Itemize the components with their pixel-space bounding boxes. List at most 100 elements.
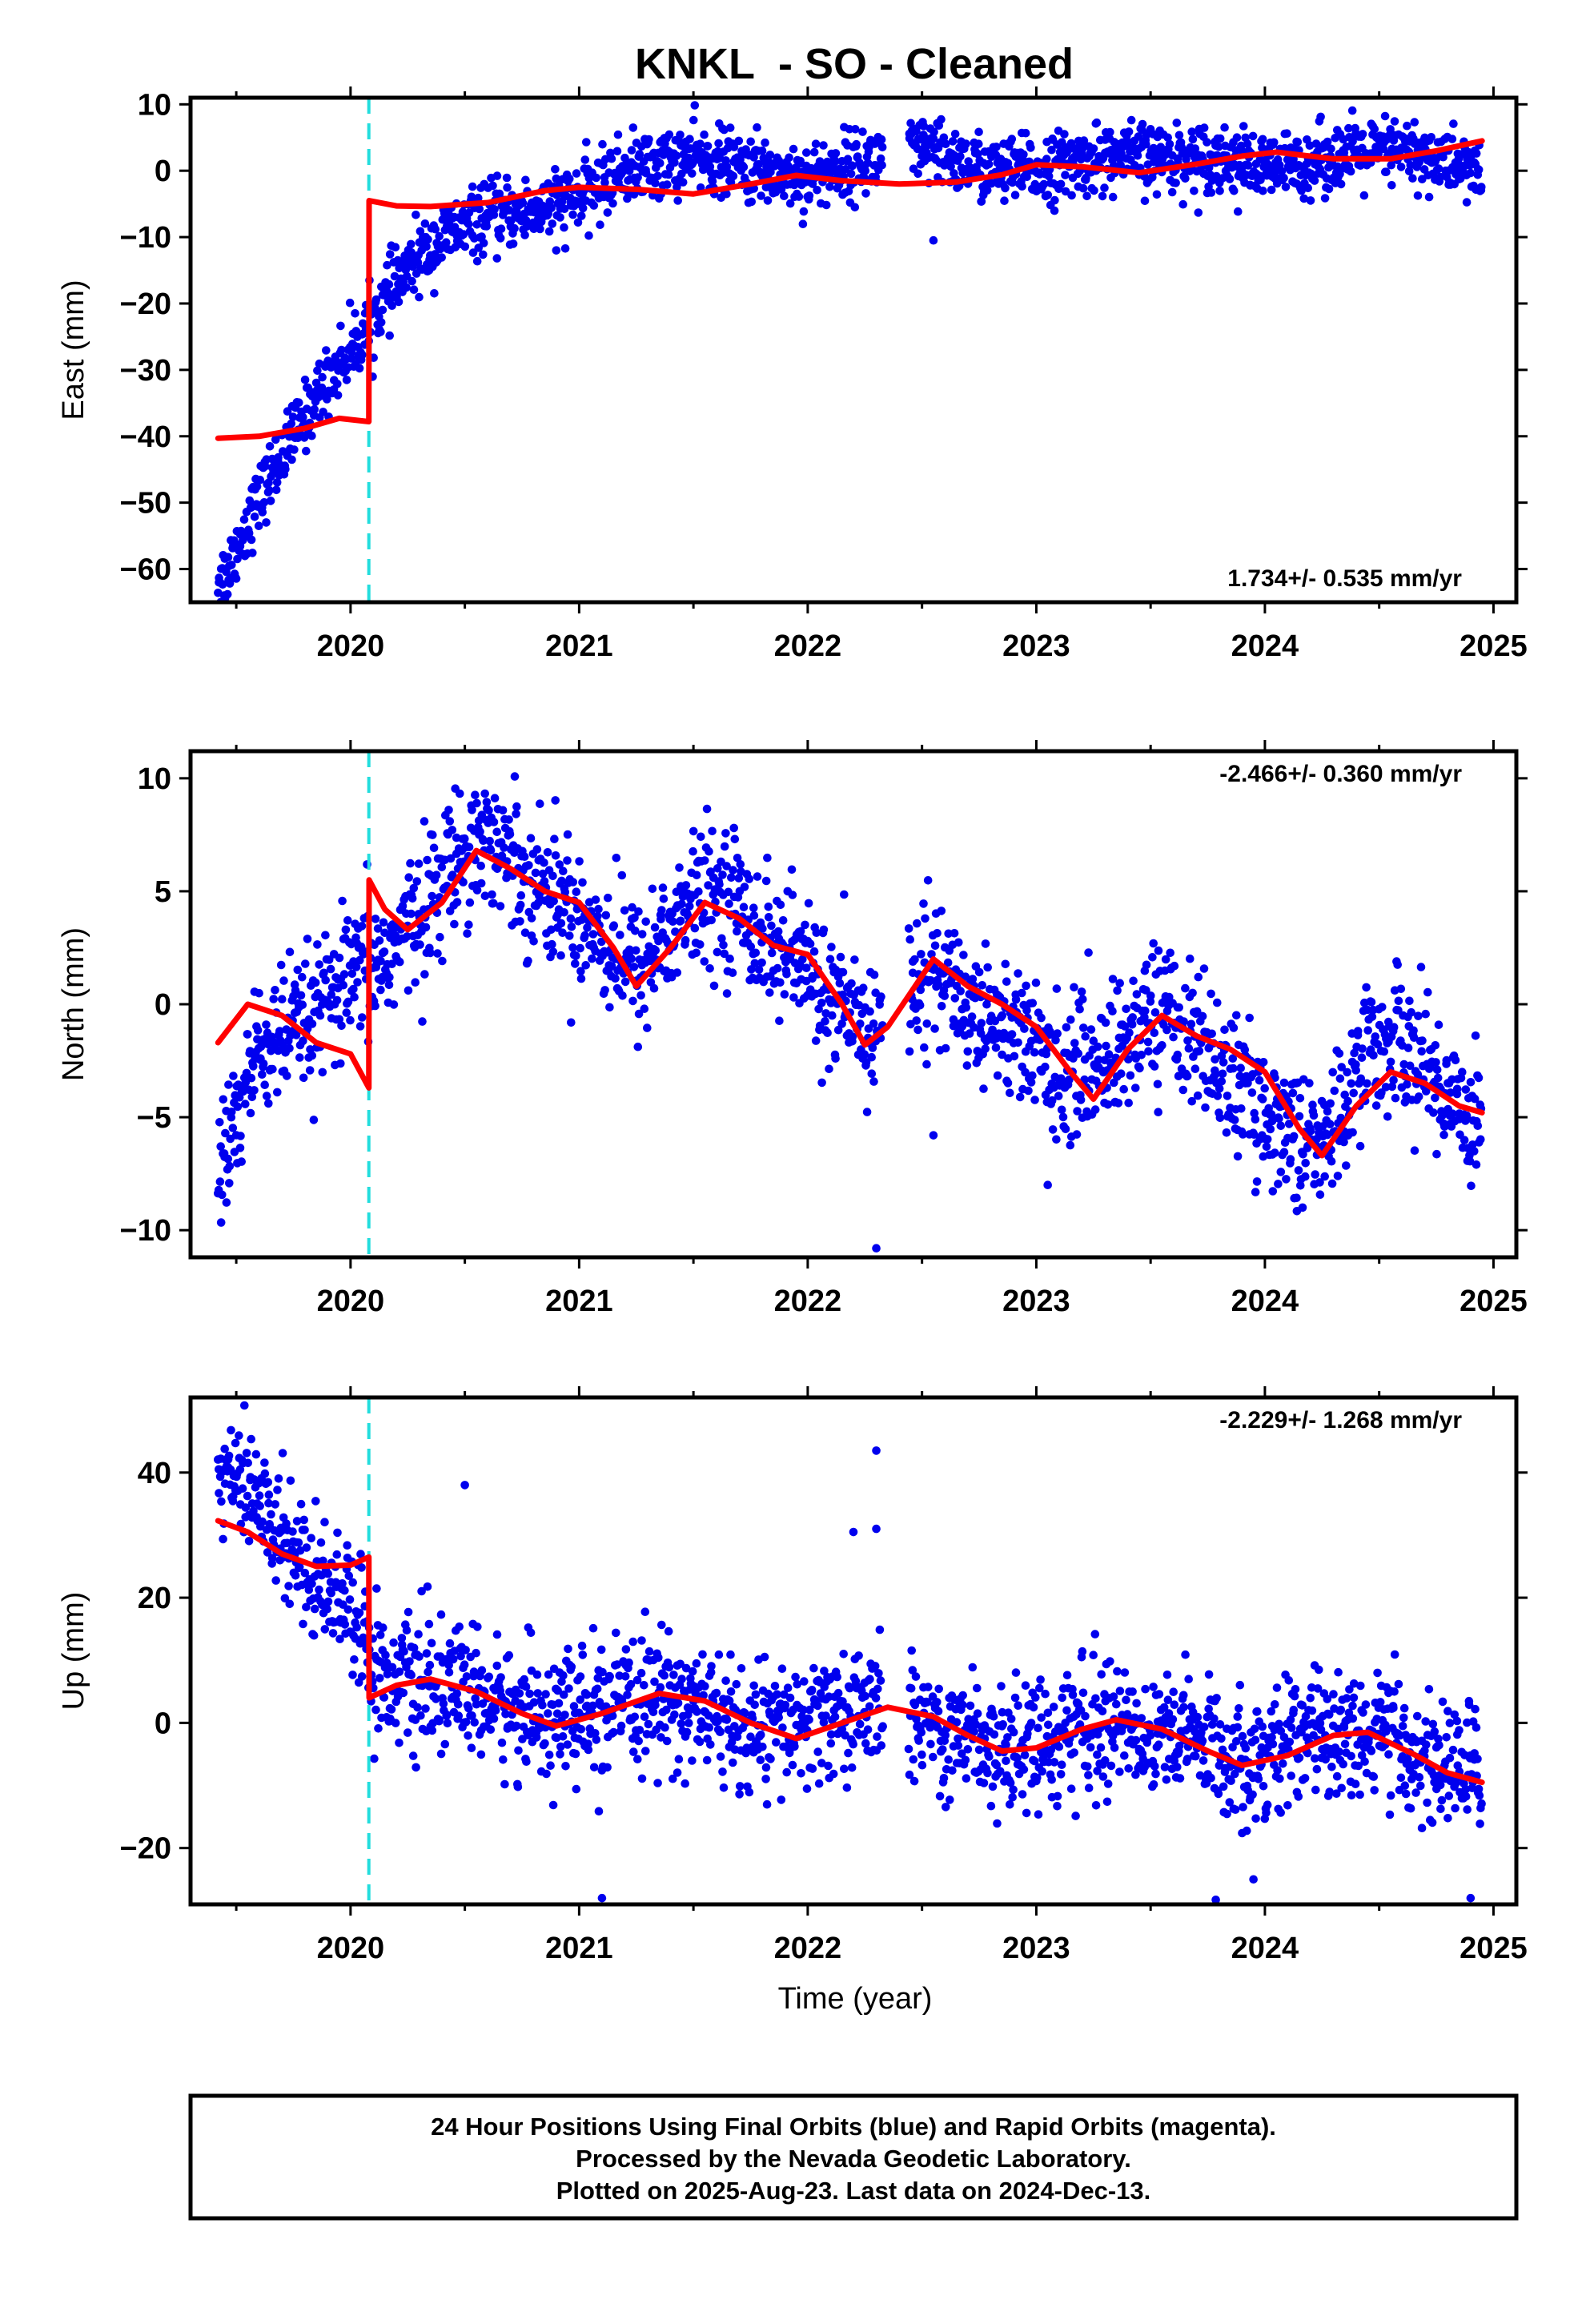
- up-data-point: [855, 1719, 865, 1729]
- north-data-point: [1251, 1188, 1260, 1196]
- north-data-point: [1470, 1094, 1480, 1104]
- north-data-point: [1371, 1101, 1381, 1110]
- north-data-point: [376, 956, 385, 966]
- north-data-point: [1467, 1181, 1476, 1191]
- up-data-point: [576, 1695, 584, 1704]
- east-data-point: [689, 115, 698, 125]
- up-data-point: [877, 1741, 886, 1750]
- north-data-point: [303, 935, 312, 943]
- north-data-point: [1330, 1086, 1339, 1096]
- east-data-point: [913, 169, 922, 179]
- north-data-point: [734, 874, 744, 883]
- north-data-point: [1342, 1161, 1351, 1170]
- east-data-point: [725, 123, 735, 132]
- up-data-point: [961, 1755, 970, 1765]
- east-data-point: [472, 220, 481, 229]
- east-data-point: [1299, 194, 1308, 203]
- up-data-point: [952, 1718, 962, 1727]
- east-data-point: [1310, 176, 1319, 185]
- north-data-point: [1037, 1013, 1046, 1023]
- up-data-point: [660, 1723, 669, 1732]
- up-data-point: [833, 1688, 843, 1698]
- up-data-point: [242, 1449, 251, 1458]
- east-data-point: [1243, 139, 1252, 148]
- up-data-point: [644, 1647, 654, 1656]
- up-data-point: [455, 1622, 464, 1631]
- east-data-point: [311, 378, 321, 388]
- east-data-point: [757, 146, 767, 155]
- east-data-point: [1047, 145, 1056, 155]
- up-data-point: [944, 1755, 953, 1764]
- east-data-point: [805, 191, 814, 200]
- north-data-point: [1122, 1004, 1130, 1014]
- north-data-point: [1229, 1063, 1238, 1073]
- east-data-point: [1466, 168, 1475, 178]
- north-data-point: [1267, 1110, 1276, 1119]
- up-data-point: [773, 1690, 781, 1699]
- up-data-point: [974, 1745, 984, 1755]
- north-data-point: [1315, 1190, 1325, 1199]
- up-data-point: [461, 1718, 471, 1727]
- up-data-point: [404, 1607, 413, 1617]
- north-data-point: [1222, 1128, 1231, 1137]
- up-data-point: [813, 1747, 822, 1756]
- up-data-point: [777, 1664, 787, 1673]
- north-data-point: [740, 883, 749, 891]
- east-data-point: [696, 139, 705, 148]
- up-data-point: [584, 1745, 593, 1755]
- east-data-point: [552, 246, 561, 255]
- east-data-layer: [214, 98, 1486, 602]
- up-data-point: [492, 1661, 502, 1671]
- east-data-point: [560, 223, 568, 232]
- north-data-point: [692, 948, 701, 958]
- east-data-point: [656, 159, 665, 168]
- east-model-fit-line: [215, 138, 1485, 441]
- north-data-point: [1127, 1020, 1137, 1029]
- north-data-point: [968, 975, 978, 983]
- north-data-point: [1298, 1203, 1307, 1212]
- north-data-point: [1006, 1088, 1014, 1098]
- north-data-point: [921, 914, 930, 923]
- north-data-point: [675, 863, 684, 872]
- north-data-point: [1410, 1146, 1419, 1155]
- x-tick-label: 2020: [317, 629, 385, 663]
- north-data-point: [776, 900, 785, 910]
- north-data-point: [420, 817, 429, 826]
- up-data-point: [473, 1622, 482, 1631]
- north-data-point: [567, 923, 576, 931]
- up-data-point: [379, 1693, 389, 1702]
- up-data-point: [992, 1760, 1002, 1770]
- east-data-point: [628, 123, 638, 132]
- east-data-point: [1215, 143, 1223, 151]
- east-data-point: [1090, 186, 1098, 195]
- north-data-point: [1193, 1091, 1203, 1100]
- north-data-point: [681, 881, 691, 890]
- east-data-point: [1258, 135, 1267, 144]
- north-data-point: [690, 923, 700, 933]
- north-data-point: [407, 909, 416, 919]
- east-data-point: [435, 231, 444, 241]
- north-data-point: [510, 772, 520, 781]
- up-data-point: [288, 1527, 297, 1536]
- east-data-point: [323, 395, 331, 404]
- up-data-point: [540, 1739, 549, 1748]
- up-data-point: [656, 1733, 665, 1742]
- north-data-point: [749, 903, 758, 912]
- north-data-point: [912, 1016, 921, 1025]
- north-data-point: [568, 878, 578, 887]
- north-data-point: [965, 1029, 974, 1038]
- east-data-point: [664, 170, 673, 179]
- north-data-point: [1403, 1043, 1413, 1052]
- y-tick-label: −10: [120, 1214, 171, 1248]
- up-data-point: [421, 1704, 430, 1713]
- up-data-point: [332, 1550, 342, 1559]
- north-data-point: [283, 1072, 291, 1080]
- north-data-point: [920, 1043, 929, 1052]
- up-data-point: [933, 1698, 942, 1707]
- north-data-point: [376, 985, 385, 995]
- up-data-point: [489, 1714, 499, 1723]
- up-data-point: [343, 1605, 353, 1614]
- east-data-point: [1230, 187, 1239, 195]
- north-data-point: [941, 1043, 950, 1053]
